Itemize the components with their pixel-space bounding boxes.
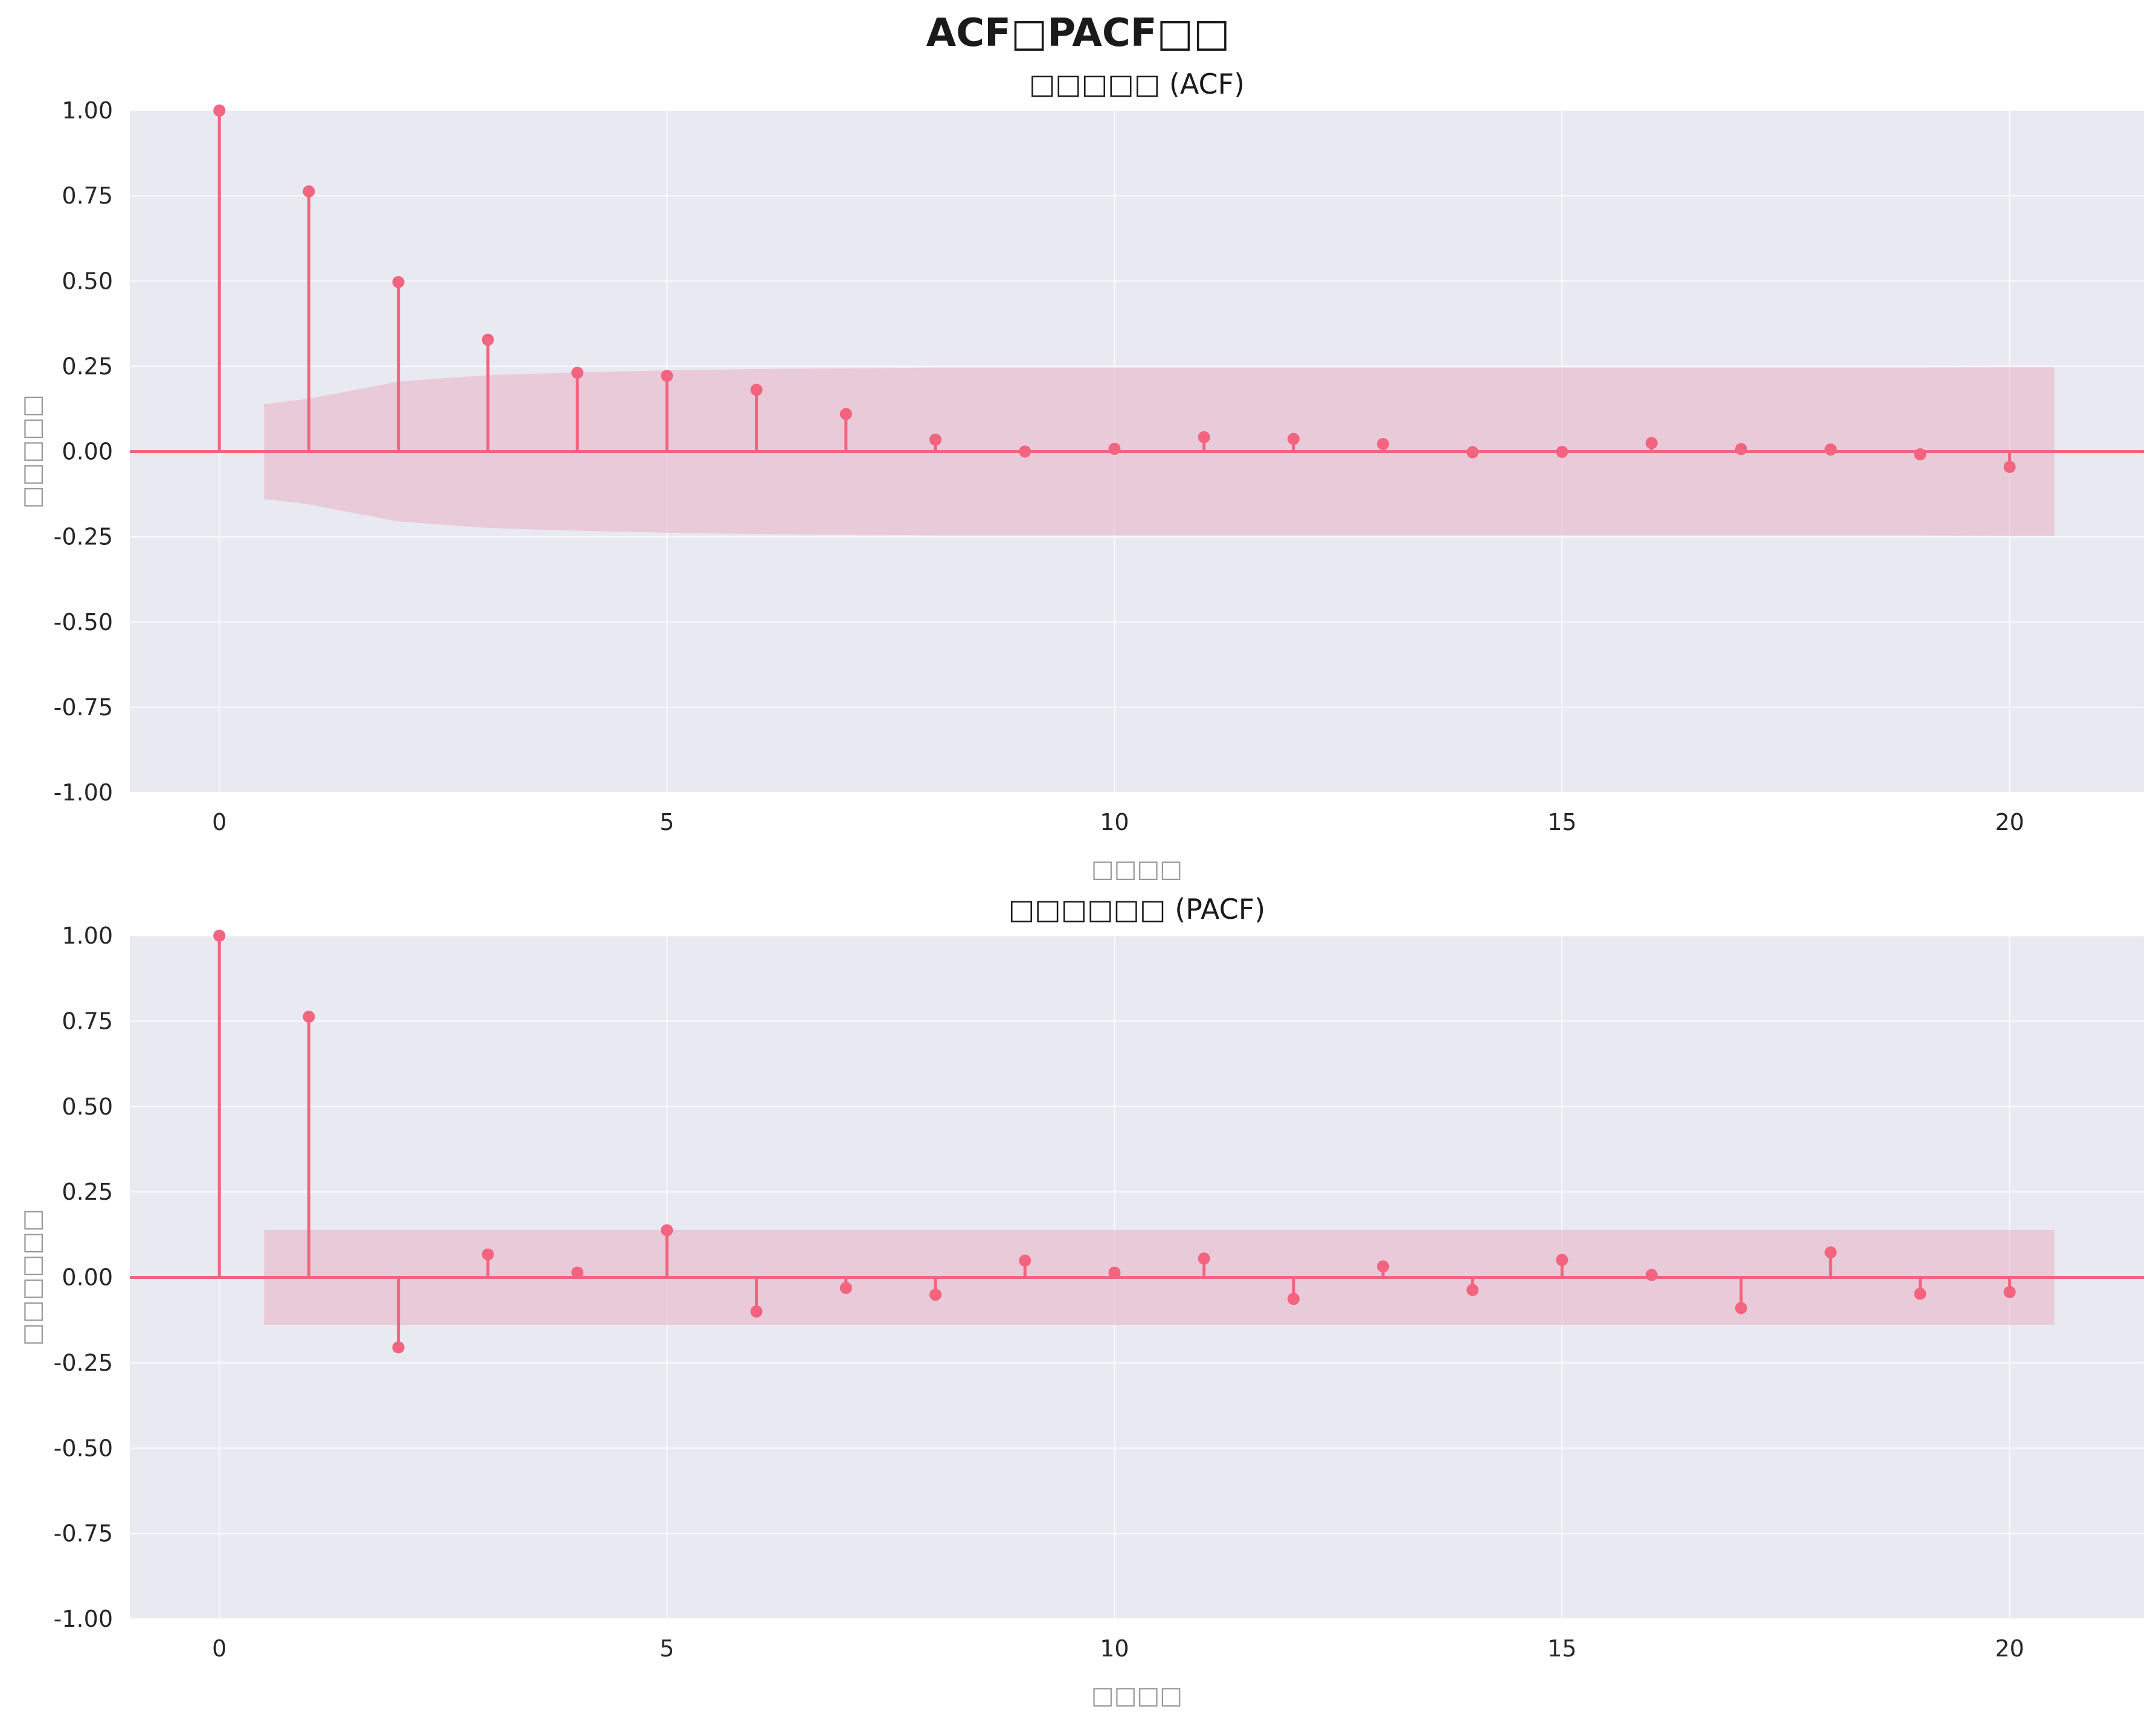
pacf-x-tick-label: 20 bbox=[1995, 1635, 2024, 1662]
pacf-marker-lag-8 bbox=[929, 1289, 942, 1301]
acf-y-tick-label: -1.00 bbox=[54, 779, 113, 806]
acf-x-tick-label: 20 bbox=[1995, 809, 2024, 835]
acf-marker-lag-15 bbox=[1556, 446, 1568, 459]
pacf-y-tick-label: -1.00 bbox=[54, 1606, 113, 1632]
acf-x-tick-label: 5 bbox=[659, 809, 674, 835]
pacf-marker-lag-3 bbox=[481, 1248, 494, 1261]
pacf-x-tick-label: 0 bbox=[212, 1635, 226, 1662]
pacf-marker-lag-13 bbox=[1377, 1260, 1390, 1273]
pacf-marker-lag-11 bbox=[1198, 1252, 1210, 1265]
pacf-marker-lag-7 bbox=[839, 1282, 852, 1295]
acf-x-tick-label: 15 bbox=[1547, 809, 1576, 835]
figure-title: ACF□PACF□□ bbox=[926, 11, 1230, 56]
pacf-marker-lag-0 bbox=[213, 930, 226, 942]
acf-marker-lag-20 bbox=[2003, 460, 2016, 473]
acf-marker-lag-4 bbox=[571, 367, 584, 379]
acf-y-axis-label: □□□□□ bbox=[18, 394, 46, 509]
pacf-title: □□□□□□ (PACF) bbox=[1009, 893, 1265, 925]
acf-marker-lag-1 bbox=[303, 185, 315, 198]
pacf-y-tick-label: -0.75 bbox=[54, 1521, 113, 1547]
acf-y-tick-label: -0.25 bbox=[54, 524, 113, 550]
acf-marker-lag-3 bbox=[481, 333, 494, 346]
acf-y-tick-label: 0.00 bbox=[62, 439, 113, 465]
pacf-y-tick-label: 0.50 bbox=[62, 1093, 113, 1120]
pacf-x-tick-label: 10 bbox=[1100, 1635, 1129, 1662]
pacf-y-axis-label: □□□□□□ bbox=[18, 1209, 46, 1346]
acf-marker-lag-18 bbox=[1824, 443, 1837, 456]
pacf-marker-lag-17 bbox=[1735, 1302, 1747, 1315]
pacf-marker-lag-6 bbox=[750, 1305, 763, 1318]
acf-x-tick-label: 0 bbox=[212, 809, 226, 835]
acf-marker-lag-2 bbox=[392, 275, 405, 288]
acf-x-axis-label: □□□□ bbox=[1091, 855, 1182, 883]
pacf-marker-lag-5 bbox=[661, 1224, 673, 1237]
acf-marker-lag-7 bbox=[839, 408, 852, 420]
acf-y-tick-label: 0.25 bbox=[62, 353, 113, 379]
pacf-y-tick-label: 0.25 bbox=[62, 1179, 113, 1205]
acf-marker-lag-8 bbox=[929, 433, 942, 446]
acf-y-tick-label: 0.50 bbox=[62, 268, 113, 294]
acf-y-tick-label: 1.00 bbox=[62, 97, 113, 124]
pacf-y-tick-label: -0.25 bbox=[54, 1350, 113, 1376]
acf-y-tick-label: 0.75 bbox=[62, 182, 113, 209]
pacf-y-tick-label: 0.75 bbox=[62, 1008, 113, 1034]
pacf-x-tick-label: 5 bbox=[659, 1635, 674, 1662]
pacf-marker-lag-16 bbox=[1645, 1269, 1658, 1281]
acf-marker-lag-17 bbox=[1735, 443, 1747, 455]
acf-marker-lag-11 bbox=[1198, 431, 1210, 443]
acf-y-tick-label: -0.75 bbox=[54, 694, 113, 721]
pacf-marker-lag-9 bbox=[1019, 1254, 1031, 1267]
acf-panel: 1.00 0.75 0.50 0.25 0.00 -0.25 -0.50 -0.75 -1.00… bbox=[18, 68, 2144, 883]
acf-y-tick-label: -0.50 bbox=[54, 609, 113, 636]
pacf-y-tick-label: 0.00 bbox=[62, 1264, 113, 1291]
pacf-marker-lag-1 bbox=[303, 1011, 315, 1023]
pacf-marker-lag-4 bbox=[571, 1266, 584, 1279]
acf-marker-lag-9 bbox=[1019, 445, 1031, 458]
pacf-marker-lag-20 bbox=[2003, 1286, 2016, 1298]
acf-x-tick-label: 10 bbox=[1100, 809, 1129, 835]
acf-marker-lag-0 bbox=[213, 105, 226, 117]
acf-marker-lag-16 bbox=[1645, 437, 1658, 449]
pacf-y-tick-label: -0.50 bbox=[54, 1435, 113, 1461]
acf-marker-lag-12 bbox=[1287, 433, 1300, 445]
acf-marker-lag-6 bbox=[750, 384, 763, 396]
acf-marker-lag-19 bbox=[1914, 448, 1927, 461]
acf-marker-lag-5 bbox=[661, 370, 673, 382]
pacf-marker-lag-18 bbox=[1824, 1246, 1837, 1259]
pacf-marker-lag-14 bbox=[1466, 1284, 1479, 1296]
pacf-marker-lag-15 bbox=[1556, 1253, 1568, 1266]
pacf-x-axis-label: □□□□ bbox=[1091, 1682, 1182, 1710]
pacf-y-tick-label: 1.00 bbox=[62, 922, 113, 949]
pacf-x-tick-label: 15 bbox=[1547, 1635, 1576, 1662]
acf-marker-lag-10 bbox=[1108, 442, 1121, 455]
pacf-marker-lag-19 bbox=[1914, 1287, 1927, 1300]
acf-title: □□□□□ (ACF) bbox=[1029, 68, 1245, 100]
pacf-marker-lag-2 bbox=[392, 1341, 405, 1354]
pacf-marker-lag-10 bbox=[1108, 1266, 1121, 1279]
pacf-marker-lag-12 bbox=[1287, 1293, 1300, 1305]
acf-marker-lag-14 bbox=[1466, 446, 1479, 459]
acf-marker-lag-13 bbox=[1377, 438, 1390, 451]
pacf-panel: 1.00 0.75 0.50 0.25 0.00 -0.25 -0.50 -0.75 -1.00… bbox=[18, 893, 2144, 1710]
